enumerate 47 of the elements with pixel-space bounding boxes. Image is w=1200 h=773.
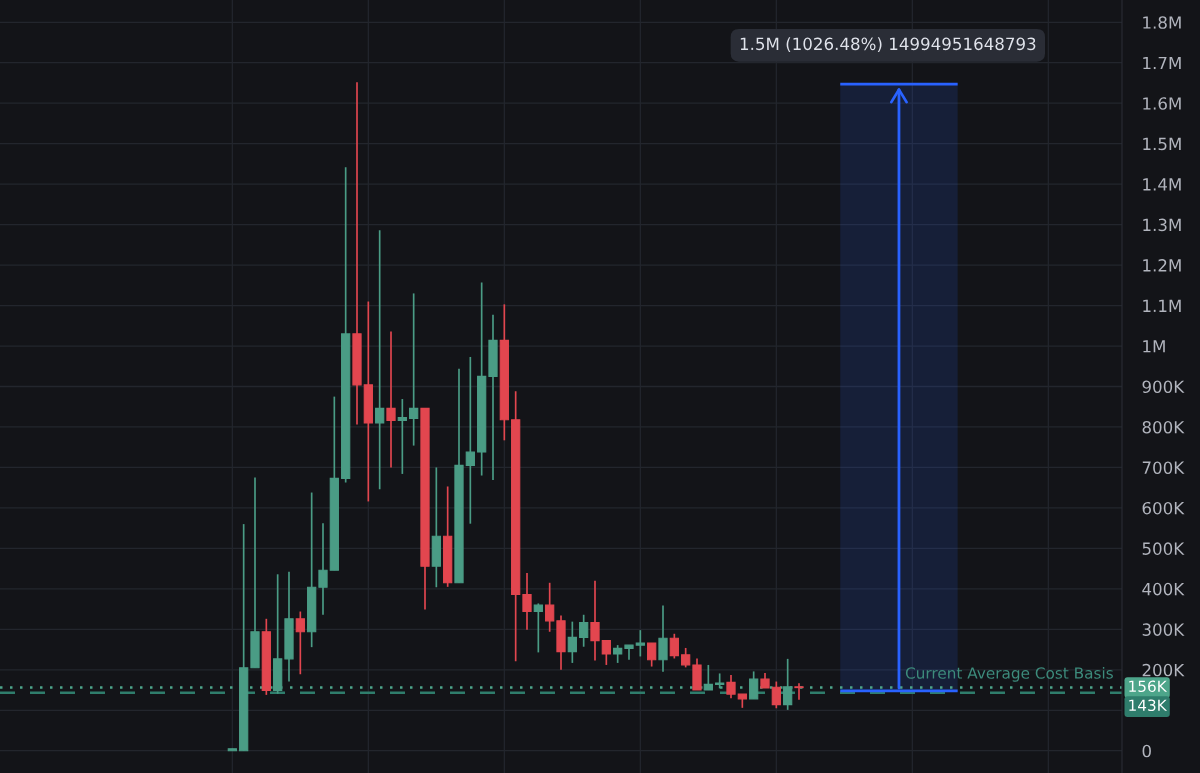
candlestick <box>771 680 781 710</box>
candlestick <box>567 620 577 664</box>
y-tick-label: 300K <box>1142 623 1185 636</box>
candlestick <box>635 629 645 658</box>
candlestick <box>295 610 305 676</box>
candlestick <box>465 356 475 525</box>
y-tick-label: 600K <box>1142 501 1185 515</box>
y-tick-label: 800K <box>1142 420 1185 434</box>
candlestick <box>601 639 611 666</box>
y-tick-label: 1M <box>1143 340 1165 353</box>
candlestick <box>386 330 396 469</box>
y-tick-label: 500K <box>1142 542 1185 555</box>
candlestick <box>703 664 713 691</box>
y-tick-label: 200K <box>1142 663 1185 677</box>
y-tick-label: 900K <box>1142 380 1185 394</box>
candlestick <box>579 613 589 648</box>
y-tick-label: 1.4M <box>1143 178 1181 191</box>
y-tick-label: 1.3M <box>1143 218 1181 232</box>
candlestick <box>545 581 555 633</box>
candlestick <box>590 579 600 662</box>
candlestick <box>318 522 328 616</box>
candlestick <box>533 602 543 654</box>
ref-line-label: 143K <box>1129 699 1168 712</box>
y-tick-label: 1.8M <box>1143 16 1181 29</box>
candlestick <box>749 670 759 700</box>
y-tick-label: 700K <box>1142 461 1185 475</box>
band-label: 1.5M (1026.48%) 14994951648793 <box>740 37 1036 53</box>
candlestick <box>624 644 634 661</box>
annotation: Current Average Cost Basis <box>905 666 1113 682</box>
candlestick <box>658 604 668 673</box>
y-tick-label: 1.2M <box>1143 259 1181 272</box>
candlestick <box>794 682 804 701</box>
candlestick <box>409 292 419 447</box>
candlestick <box>726 674 736 699</box>
candlestick <box>397 398 407 475</box>
candlestick <box>647 642 657 668</box>
y-tick-label: 1.5M <box>1143 137 1181 151</box>
y-tick-label: 1.7M <box>1143 56 1181 70</box>
y-tick-label: 400K <box>1142 582 1185 596</box>
candlestick <box>681 647 691 669</box>
candlestick <box>669 632 679 660</box>
ref-line-label: 156K <box>1129 680 1168 693</box>
y-tick-label: 0 <box>1142 744 1151 758</box>
y-tick-label: 1.6M <box>1143 97 1181 110</box>
candlestick <box>375 229 385 491</box>
candlestick <box>522 572 532 631</box>
y-tick-label: 1.1M <box>1143 299 1181 312</box>
